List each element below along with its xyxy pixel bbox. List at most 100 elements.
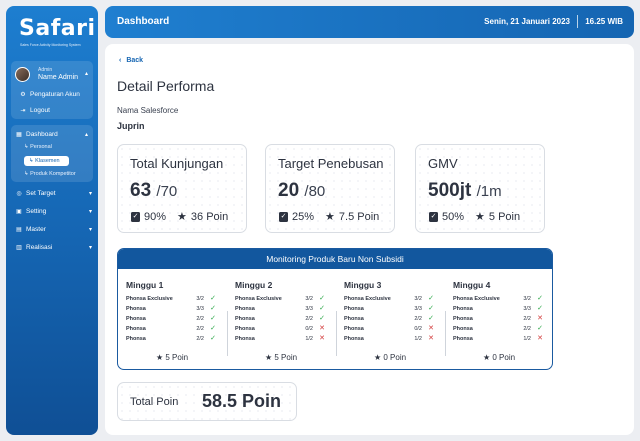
app-logo[interactable]: Safari: [19, 16, 96, 41]
check-icon: ✓: [537, 325, 543, 332]
salesforce-name: Juprin: [117, 121, 145, 131]
product-row: Phonsa 2/2 ✕: [453, 315, 545, 322]
card-target: /70: [156, 183, 178, 200]
product-name: Phonsa Exclusive: [453, 296, 500, 302]
database-icon: ▤: [16, 226, 22, 233]
clipboard-check-icon: ✓: [429, 211, 438, 222]
week-poin: ★ 5 Poin: [227, 353, 335, 362]
user-panel: Admin Name Admin ▴ ⚙ Pengaturan Akun ⇥ L…: [11, 61, 93, 119]
nav-sub-personal[interactable]: ↳ Personal: [24, 144, 52, 150]
nav-realisasi[interactable]: ▥ Realisasi ▾: [16, 244, 92, 251]
sidebar: Safari Sales Force Activity Monitoring S…: [6, 6, 98, 435]
week-title: Minggu 1: [126, 280, 164, 290]
product-name: Phonsa: [453, 316, 473, 322]
check-icon: ✓: [210, 305, 216, 312]
week-poin-value: 0 Poin: [492, 353, 516, 362]
card-total-kunjungan: Total Kunjungan 63 /70 ✓ 90% ★ 36 Poin: [117, 144, 247, 233]
column-divider: [445, 311, 446, 356]
user-role: Admin: [38, 67, 53, 73]
total-poin-value: 58.5 Poin: [202, 391, 282, 411]
product-row: Phonsa 3/3 ✓: [235, 305, 327, 312]
check-icon: ✓: [210, 315, 216, 322]
product-name: Phonsa: [235, 326, 255, 332]
nav-label: Realisasi: [26, 244, 53, 251]
chevron-down-icon: ▾: [88, 191, 92, 197]
week-title: Minggu 3: [344, 280, 382, 290]
page-title: Detail Performa: [117, 78, 215, 94]
week-poin-value: 0 Poin: [383, 353, 407, 362]
current-time: 16.25 WIB: [585, 17, 623, 26]
product-name: Phonsa: [453, 326, 473, 332]
cross-icon: ✕: [319, 335, 325, 342]
nav-sub-klasemen[interactable]: ↳ Klasemen: [24, 156, 69, 166]
card-percent: 50%: [442, 210, 465, 223]
check-icon: ✓: [210, 325, 216, 332]
product-row: Phonsa Exclusive 3/2 ✓: [126, 295, 218, 302]
nav-sub-produk-kompetitor[interactable]: ↳ Produk Kompetitor: [24, 171, 76, 177]
card-target: /1m: [476, 183, 502, 200]
logout-icon: ⇥: [20, 107, 26, 114]
user-name[interactable]: Name Admin: [38, 74, 79, 81]
menu-pengaturan-akun[interactable]: ⚙ Pengaturan Akun: [20, 91, 80, 98]
card-percent: 25%: [292, 210, 315, 223]
nav-dashboard[interactable]: ▦ Dashboard ▴: [16, 131, 92, 138]
product-value: 3/2: [196, 296, 204, 302]
product-name: Phonsa: [453, 306, 473, 312]
product-row: Phonsa 1/2 ✕: [344, 335, 436, 342]
product-value: 1/2: [414, 336, 422, 342]
monitoring-panel: Monitoring Produk Baru Non Subsidi Mingg…: [117, 248, 553, 370]
monitoring-title: Monitoring Produk Baru Non Subsidi: [118, 249, 552, 269]
star-icon: ★: [264, 353, 275, 362]
check-icon: ✓: [319, 305, 325, 312]
week-poin-value: 5 Poin: [165, 353, 189, 362]
product-value: 3/3: [523, 306, 531, 312]
card-achieved: 20: [278, 180, 300, 201]
product-row: Phonsa 3/3 ✓: [126, 305, 218, 312]
menu-logout[interactable]: ⇥ Logout: [20, 107, 49, 114]
nav-sub-label: Produk Kompetitor: [30, 171, 76, 177]
back-button[interactable]: ‹ Back: [119, 57, 143, 64]
star-icon: ★: [482, 353, 493, 362]
card-value: 500jt /1m: [428, 180, 502, 202]
top-bar: Dashboard Senin, 21 Januari 2023 16.25 W…: [105, 6, 634, 38]
product-name: Phonsa: [344, 326, 364, 332]
product-value: 2/2: [523, 316, 531, 322]
cross-icon: ✕: [537, 335, 543, 342]
product-value: 2/2: [305, 316, 313, 322]
card-target-penebusan: Target Penebusan 20 /80 ✓ 25% ★ 7.5 Poin: [265, 144, 395, 233]
clipboard-check-icon: ✓: [279, 211, 288, 222]
chevron-up-icon[interactable]: ▴: [84, 71, 88, 77]
card-poin: 36 Poin: [190, 210, 229, 223]
card-percent: 90%: [144, 210, 167, 223]
nav-sub-label: Klasemen: [35, 158, 60, 164]
week-poin: ★ 5 Poin: [118, 353, 226, 362]
product-value: 3/2: [414, 296, 422, 302]
total-poin-card: Total Poin 58.5 Poin: [117, 382, 297, 421]
check-icon: ✓: [319, 315, 325, 322]
cross-icon: ✕: [537, 315, 543, 322]
chevron-down-icon: ▾: [88, 245, 92, 251]
total-poin-label: Total Poin: [130, 396, 179, 408]
product-value: 2/2: [196, 326, 204, 332]
app-tagline: Sales Force Activity Monitoring System: [20, 43, 81, 47]
chevron-down-icon: ▾: [88, 209, 92, 215]
product-row: Phonsa 0/2 ✕: [344, 325, 436, 332]
product-row: Phonsa 3/3 ✓: [453, 305, 545, 312]
nav-setting[interactable]: ▣ Setting ▾: [16, 208, 92, 215]
nav-master[interactable]: ▤ Master ▾: [16, 226, 92, 233]
card-footer: ✓ 50% ★ 5 Poin: [429, 210, 520, 223]
card-title: Total Kunjungan: [130, 156, 224, 171]
current-date: Senin, 21 Januari 2023: [484, 17, 570, 26]
nav-label: Master: [26, 226, 46, 233]
nav-label: Set Target: [26, 190, 56, 197]
cross-icon: ✕: [428, 335, 434, 342]
star-icon: ★: [475, 211, 485, 223]
product-value: 1/2: [305, 336, 313, 342]
product-name: Phonsa Exclusive: [344, 296, 391, 302]
product-name: Phonsa: [126, 316, 146, 322]
product-name: Phonsa: [235, 306, 255, 312]
product-row: Phonsa 2/2 ✓: [126, 325, 218, 332]
check-icon: ✓: [537, 295, 543, 302]
product-row: Phonsa 1/2 ✕: [235, 335, 327, 342]
nav-set-target[interactable]: ◎ Set Target ▾: [16, 190, 92, 197]
